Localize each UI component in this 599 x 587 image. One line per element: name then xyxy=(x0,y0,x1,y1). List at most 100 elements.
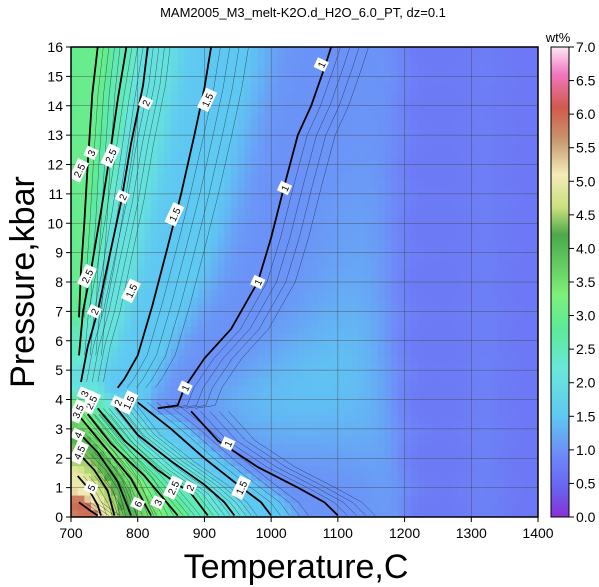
heatmap-cell xyxy=(384,289,392,298)
heatmap-cell xyxy=(497,164,506,173)
heatmap-cell xyxy=(351,428,359,437)
heatmap-cell xyxy=(91,259,99,268)
heatmap-cell xyxy=(297,509,306,517)
heatmap-cell xyxy=(384,164,392,173)
heatmap-cell xyxy=(204,333,212,342)
heatmap-cell xyxy=(77,421,85,430)
heatmap-cell xyxy=(171,355,179,364)
heatmap-cell xyxy=(337,384,346,393)
heatmap-cell xyxy=(297,465,306,474)
heatmap-cell xyxy=(131,450,139,459)
heatmap-cell xyxy=(331,326,339,335)
heatmap-cell xyxy=(264,282,272,290)
heatmap-cell xyxy=(291,245,299,254)
heatmap-cell xyxy=(77,487,85,496)
heatmap-cell xyxy=(77,311,85,320)
heatmap-cell xyxy=(211,333,219,342)
heatmap-cell xyxy=(471,47,479,55)
heatmap-cell xyxy=(431,318,439,327)
heatmap-cell xyxy=(397,348,406,357)
heatmap-cell xyxy=(197,392,206,401)
heatmap-cell xyxy=(384,443,392,452)
heatmap-cell xyxy=(177,179,186,188)
heatmap-cell xyxy=(151,436,159,445)
heatmap-cell xyxy=(117,326,125,335)
heatmap-cell xyxy=(244,502,252,511)
heatmap-cell xyxy=(164,179,172,188)
heatmap-cell xyxy=(517,509,526,517)
heatmap-cell xyxy=(211,54,219,63)
heatmap-cell xyxy=(311,237,319,246)
heatmap-cell xyxy=(384,502,392,511)
heatmap-cell xyxy=(277,480,286,489)
heatmap-cell xyxy=(451,392,459,401)
heatmap-cell xyxy=(217,392,226,401)
heatmap-cell xyxy=(224,370,232,379)
heatmap-cell xyxy=(311,384,319,393)
heatmap-cell xyxy=(304,274,312,283)
heatmap-cell xyxy=(431,69,439,77)
heatmap-cell xyxy=(517,480,526,489)
heatmap-cell xyxy=(377,370,386,379)
heatmap-cell xyxy=(491,245,499,254)
heatmap-cell xyxy=(344,289,352,298)
heatmap-cell xyxy=(517,61,526,70)
heatmap-cell xyxy=(204,289,212,298)
heatmap-cell xyxy=(291,333,299,342)
heatmap-cell xyxy=(97,274,105,283)
heatmap-cell xyxy=(477,480,486,489)
heatmap-cell xyxy=(237,370,246,379)
heatmap-cell xyxy=(471,252,479,261)
heatmap-cell xyxy=(497,171,506,180)
heatmap-cell xyxy=(504,282,512,290)
heatmap-cell xyxy=(284,348,292,357)
heatmap-cell xyxy=(344,333,352,342)
heatmap-cell xyxy=(137,355,145,364)
heatmap-cell xyxy=(277,370,286,379)
heatmap-cell xyxy=(231,157,239,166)
heatmap-cell xyxy=(157,296,165,305)
heatmap-cell xyxy=(337,318,346,327)
faint-contour-line xyxy=(95,502,115,516)
heatmap-cell xyxy=(397,193,406,202)
heatmap-cell xyxy=(184,164,192,173)
heatmap-cell xyxy=(464,193,472,202)
heatmap-cell xyxy=(144,179,152,188)
heatmap-cell xyxy=(504,362,512,371)
heatmap-cell xyxy=(437,98,446,107)
heatmap-cell xyxy=(251,377,259,386)
heatmap-cell xyxy=(244,142,252,151)
heatmap-cell xyxy=(497,362,506,371)
heatmap-cell xyxy=(531,340,538,349)
heatmap-cell xyxy=(517,245,526,254)
heatmap-cell xyxy=(444,443,452,452)
heatmap-cell xyxy=(404,502,412,511)
heatmap-cell xyxy=(311,54,319,63)
heatmap-cell xyxy=(124,494,132,503)
heatmap-cell xyxy=(477,384,486,393)
heatmap-cell xyxy=(231,502,239,511)
heatmap-cell xyxy=(517,230,526,239)
heatmap-cell xyxy=(271,289,279,298)
heatmap-cell xyxy=(251,76,259,85)
heatmap-cell xyxy=(251,61,259,70)
heatmap-cell xyxy=(331,348,339,357)
heatmap-cell xyxy=(124,164,132,173)
heatmap-cell xyxy=(184,370,192,379)
heatmap-cell xyxy=(337,149,346,158)
heatmap-cell xyxy=(271,208,279,217)
heatmap-cell xyxy=(84,465,92,474)
heatmap-cell xyxy=(224,340,232,349)
heatmap-cell xyxy=(184,326,192,335)
heatmap-cell xyxy=(171,282,179,290)
heatmap-cell xyxy=(297,406,306,415)
heatmap-cell xyxy=(264,252,272,261)
heatmap-cell xyxy=(71,267,79,276)
heatmap-cell xyxy=(497,120,506,129)
heatmap-cell xyxy=(331,98,339,107)
heatmap-cell xyxy=(171,171,179,180)
heatmap-cell xyxy=(397,201,406,210)
heatmap-cell xyxy=(104,443,112,452)
heatmap-cell xyxy=(477,392,486,401)
heatmap-cell xyxy=(91,61,99,70)
